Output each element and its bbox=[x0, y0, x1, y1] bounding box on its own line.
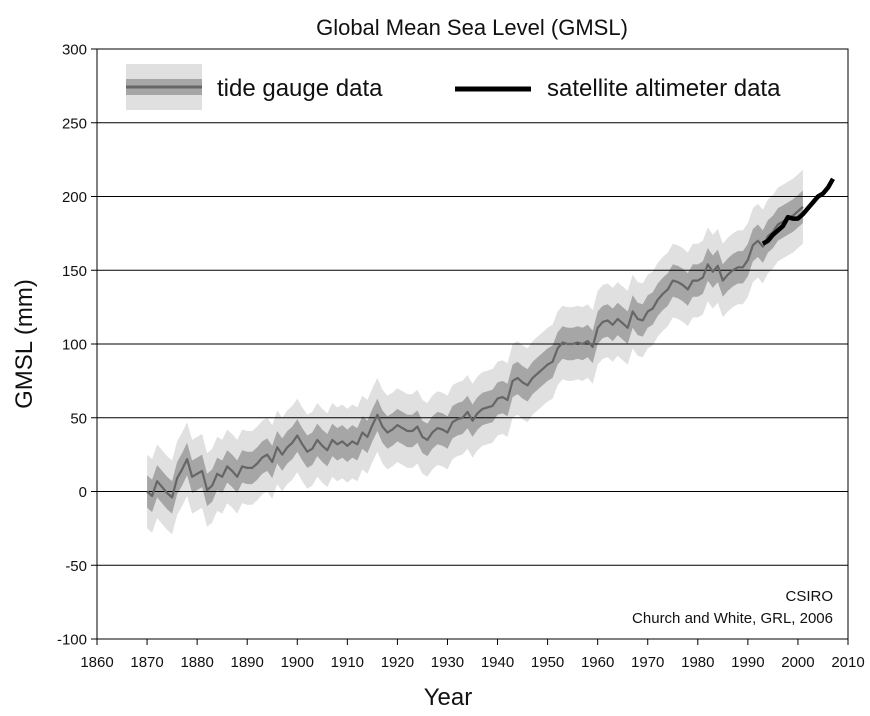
legend-satellite-label: satellite altimeter data bbox=[547, 75, 781, 102]
y-axis-ticks: -100 -50 0 50 100 150 200 250 300 bbox=[57, 42, 97, 649]
legend-tide-label: tide gauge data bbox=[217, 75, 383, 102]
tide-inner-uncertainty-band bbox=[147, 190, 803, 514]
x-tick-label: 1980 bbox=[681, 654, 714, 671]
satellite-altimeter-series-line bbox=[761, 177, 835, 246]
x-tick-label: 1890 bbox=[231, 654, 264, 671]
y-tick-label: 150 bbox=[62, 263, 87, 280]
chart-title: Global Mean Sea Level (GMSL) bbox=[316, 15, 628, 40]
x-axis-label: Year bbox=[424, 684, 473, 711]
legend: tide gauge data satellite altimeter data bbox=[126, 64, 781, 110]
x-tick-label: 1990 bbox=[731, 654, 764, 671]
y-tick-label: 300 bbox=[62, 42, 87, 59]
x-tick-label: 1960 bbox=[581, 654, 614, 671]
x-tick-label: 1950 bbox=[531, 654, 564, 671]
y-tick-label: 200 bbox=[62, 189, 87, 206]
y-axis-label: GMSL (mm) bbox=[11, 279, 38, 409]
y-tick-label: 50 bbox=[70, 410, 87, 427]
uncertainty-bands bbox=[147, 169, 803, 535]
horizontal-gridlines bbox=[97, 122, 848, 566]
x-tick-label: 1920 bbox=[381, 654, 414, 671]
x-axis-ticks: 1860 1870 1880 1890 1900 1910 1920 1930 1940 1950… bbox=[80, 639, 865, 671]
x-tick-label: 1880 bbox=[180, 654, 213, 671]
x-tick-label: 2010 bbox=[831, 654, 864, 671]
x-tick-label: 1930 bbox=[431, 654, 464, 671]
y-tick-label: -100 bbox=[57, 632, 87, 649]
y-tick-label: 0 bbox=[79, 484, 87, 501]
annotation-citation: Church and White, GRL, 2006 bbox=[632, 610, 833, 627]
x-tick-label: 2000 bbox=[781, 654, 814, 671]
x-tick-label: 1970 bbox=[631, 654, 664, 671]
x-tick-label: 1860 bbox=[80, 654, 113, 671]
y-tick-label: 100 bbox=[62, 337, 87, 354]
series-lines bbox=[146, 177, 835, 499]
x-tick-label: 1940 bbox=[481, 654, 514, 671]
y-tick-label: 250 bbox=[62, 115, 87, 132]
x-tick-label: 1910 bbox=[331, 654, 364, 671]
y-tick-label: -50 bbox=[65, 558, 87, 575]
tide-gauge-series-line bbox=[146, 205, 804, 499]
x-tick-label: 1870 bbox=[130, 654, 163, 671]
x-tick-label: 1900 bbox=[281, 654, 314, 671]
annotation-source: CSIRO bbox=[785, 588, 833, 605]
